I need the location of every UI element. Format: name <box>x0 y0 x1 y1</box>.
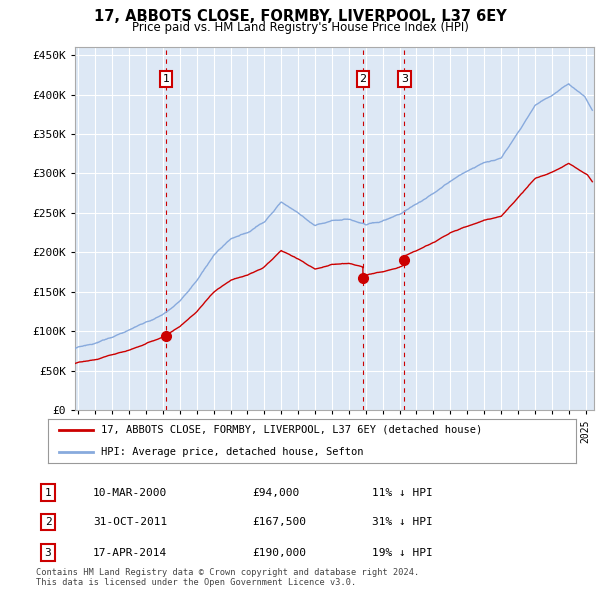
Text: This data is licensed under the Open Government Licence v3.0.: This data is licensed under the Open Gov… <box>36 578 356 587</box>
Text: 3: 3 <box>44 548 52 558</box>
Text: 11% ↓ HPI: 11% ↓ HPI <box>372 488 433 497</box>
Text: £190,000: £190,000 <box>252 548 306 558</box>
Text: £167,500: £167,500 <box>252 517 306 527</box>
Text: 2: 2 <box>44 517 52 527</box>
Text: HPI: Average price, detached house, Sefton: HPI: Average price, detached house, Seft… <box>101 447 364 457</box>
Text: 17, ABBOTS CLOSE, FORMBY, LIVERPOOL, L37 6EY (detached house): 17, ABBOTS CLOSE, FORMBY, LIVERPOOL, L37… <box>101 425 482 435</box>
Text: 3: 3 <box>401 74 408 84</box>
Text: 10-MAR-2000: 10-MAR-2000 <box>93 488 167 497</box>
Text: £94,000: £94,000 <box>252 488 299 497</box>
Text: 19% ↓ HPI: 19% ↓ HPI <box>372 548 433 558</box>
Text: 31-OCT-2011: 31-OCT-2011 <box>93 517 167 527</box>
Text: Price paid vs. HM Land Registry's House Price Index (HPI): Price paid vs. HM Land Registry's House … <box>131 21 469 34</box>
Text: Contains HM Land Registry data © Crown copyright and database right 2024.: Contains HM Land Registry data © Crown c… <box>36 568 419 577</box>
Text: 1: 1 <box>44 488 52 497</box>
Text: 31% ↓ HPI: 31% ↓ HPI <box>372 517 433 527</box>
Text: 1: 1 <box>163 74 170 84</box>
Text: 17-APR-2014: 17-APR-2014 <box>93 548 167 558</box>
Text: 2: 2 <box>359 74 367 84</box>
Text: 17, ABBOTS CLOSE, FORMBY, LIVERPOOL, L37 6EY: 17, ABBOTS CLOSE, FORMBY, LIVERPOOL, L37… <box>94 9 506 24</box>
